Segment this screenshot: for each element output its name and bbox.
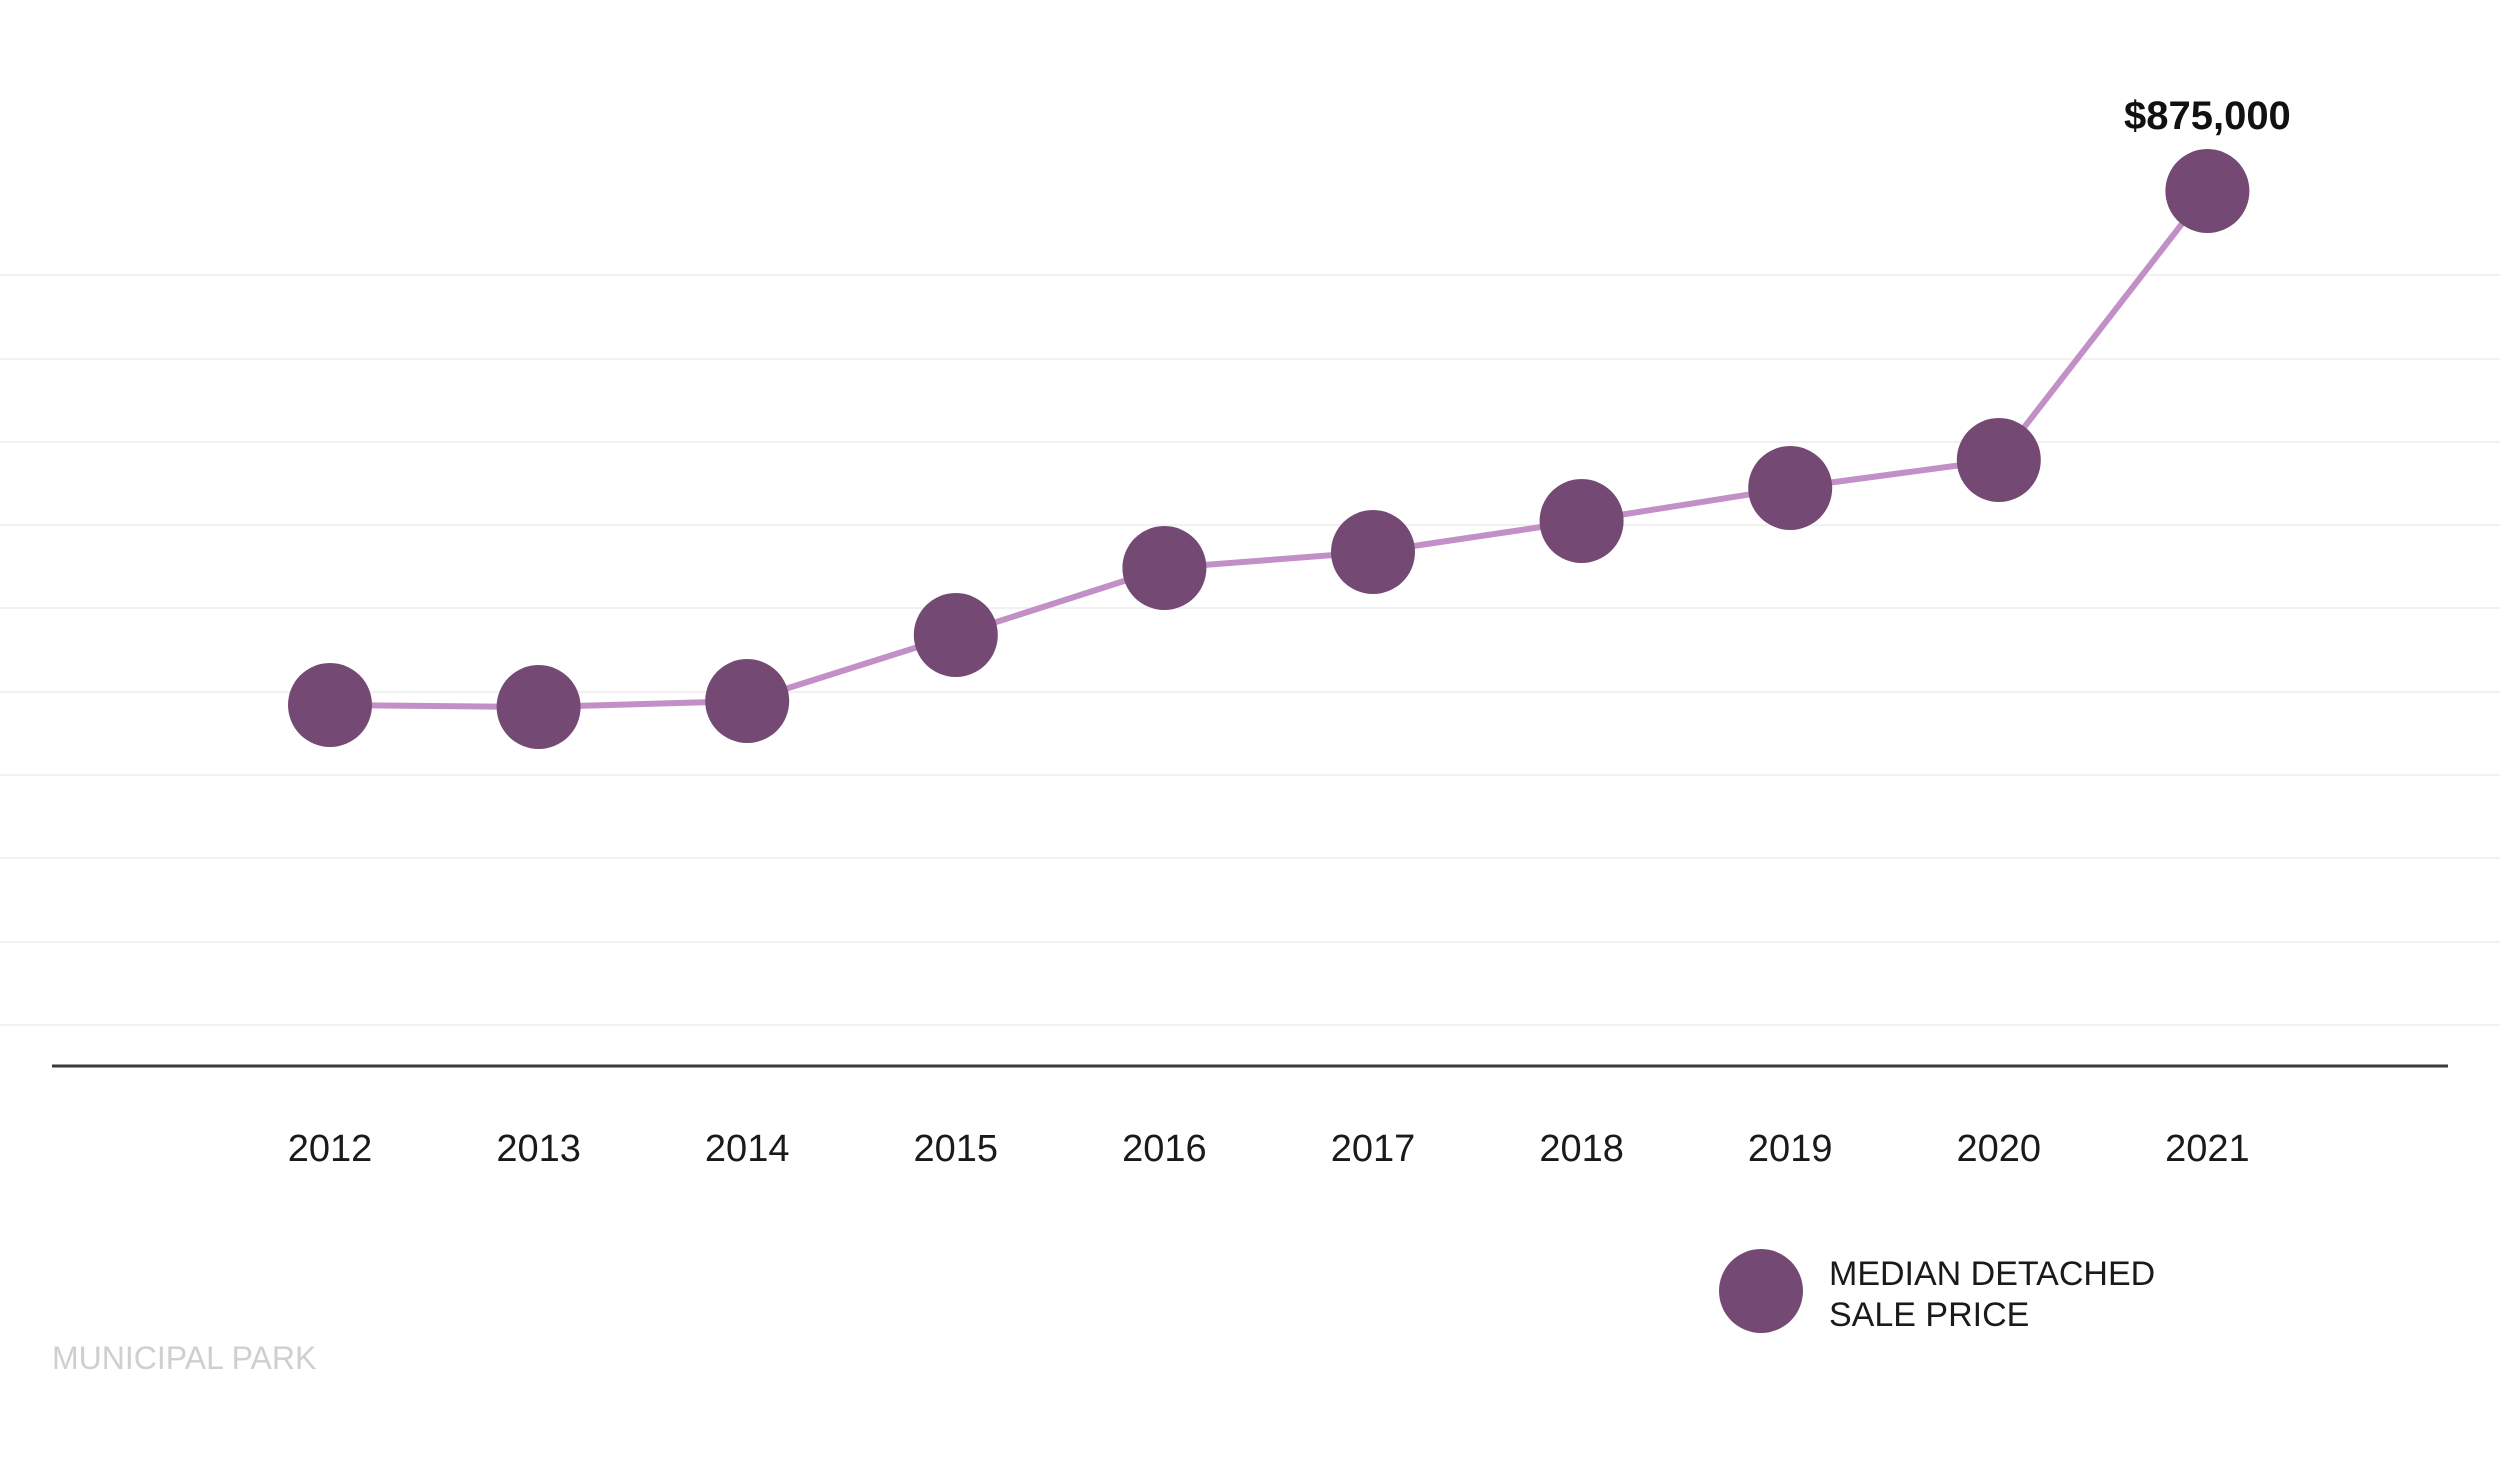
x-tick-label: 2018: [1539, 1128, 1624, 1170]
data-point-2020: [1956, 418, 2041, 502]
gridlines: [0, 274, 2500, 1026]
x-tick-label: 2020: [1957, 1128, 2042, 1170]
data-point-2015: [913, 593, 998, 677]
data-point-2016: [1122, 526, 1207, 610]
legend: MEDIAN DETACHED SALE PRICE: [1719, 1249, 2155, 1334]
series-points: [288, 149, 2250, 749]
data-point-2017: [1331, 510, 1415, 594]
x-tick-label: 2016: [1122, 1128, 1207, 1170]
x-tick-label: 2017: [1331, 1128, 1416, 1170]
x-tick-label: 2014: [705, 1128, 790, 1170]
data-label-2021: $875,000: [2124, 94, 2291, 138]
legend-label-line-1: MEDIAN DETACHED: [1829, 1255, 2155, 1293]
data-point-2014: [705, 659, 790, 743]
x-tick-label: 2021: [2165, 1128, 2250, 1170]
data-point-2021: [2165, 149, 2250, 233]
legend-marker: [1719, 1249, 1803, 1333]
data-point-2012: [288, 663, 372, 747]
legend-label-line-2: SALE PRICE: [1829, 1296, 2029, 1334]
x-tick-label: 2015: [914, 1128, 999, 1170]
data-point-2013: [496, 665, 581, 749]
x-axis-tick-labels: 2012 2013 2014 2015 2016 2017 2018 2019 2020 2021: [288, 1128, 2250, 1170]
x-tick-label: 2019: [1748, 1128, 1833, 1170]
data-point-2018: [1539, 479, 1624, 563]
series-line: [327, 188, 2211, 710]
data-labels: $875,000: [2124, 94, 2291, 138]
watermark: MUNICIPAL PARK: [52, 1340, 316, 1376]
x-tick-label: 2012: [288, 1128, 373, 1170]
data-point-2019: [1748, 446, 1833, 530]
x-tick-label: 2013: [496, 1128, 581, 1170]
